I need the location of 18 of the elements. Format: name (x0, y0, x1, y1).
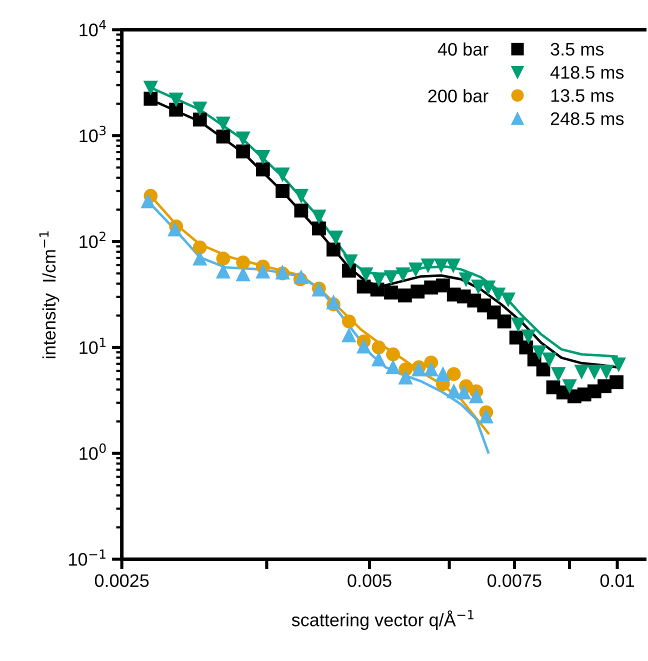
x-tick-label: 0.005 (348, 574, 392, 588)
x-tick-label: 0.0025 (94, 574, 149, 588)
legend-label: 248.5 ms (550, 112, 624, 126)
annotation: 200 bar (428, 89, 488, 102)
y-tick-label: 10$^{0}$ (80, 443, 106, 460)
y-tick-label: 10$^{2}$ (80, 232, 106, 248)
y-tick-label: 10$^{3}$ (80, 126, 106, 142)
y-tick-label: 10$^{−1}$ (69, 550, 106, 566)
y-axis-title: intensity I/cm$^{−1}$ (39, 231, 60, 358)
legend-label: 3.5 ms (550, 42, 604, 56)
legend-label: 13.5 ms (551, 89, 614, 102)
x-axis-title: scattering vector q/Å$^{−1}$ (292, 610, 474, 630)
legend-label: 418.5 ms (550, 66, 624, 79)
y-tick-label: 10$^{1}$ (80, 338, 106, 354)
annotation: 40 bar (438, 42, 488, 56)
x-tick-label: 0.0075 (488, 574, 542, 588)
x-tick-label: 0.01 (600, 574, 634, 588)
y-tick-label: 10$^{4}$ (80, 20, 106, 36)
